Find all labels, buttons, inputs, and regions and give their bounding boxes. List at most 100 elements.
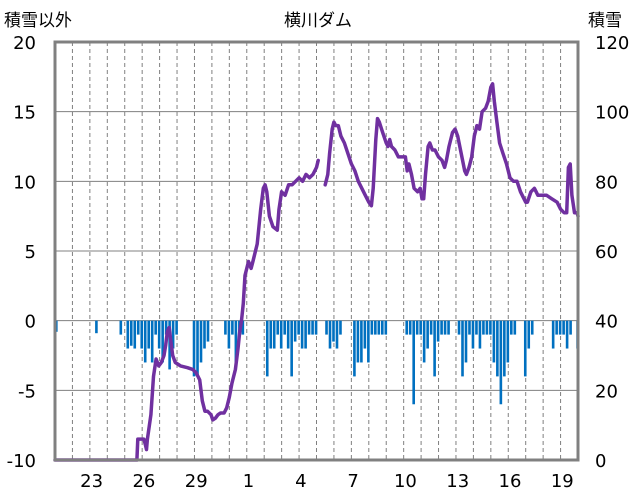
bar [276, 320, 280, 335]
right-tick-label: 60 [595, 242, 618, 263]
left-tick-label: -5 [18, 381, 36, 402]
bar [408, 320, 412, 335]
bar [558, 320, 562, 335]
bar [381, 320, 384, 335]
bar [234, 320, 238, 363]
bar [143, 320, 147, 363]
bar [203, 320, 206, 349]
bar [136, 320, 140, 335]
bar [433, 320, 436, 377]
bar [405, 320, 409, 335]
x-tick-label: 29 [185, 471, 208, 492]
bar [175, 320, 178, 335]
bar [551, 320, 555, 349]
bar [447, 320, 450, 335]
bar [482, 320, 485, 335]
bar [206, 320, 210, 342]
bar [569, 320, 572, 335]
bar [367, 320, 370, 363]
bar [478, 320, 482, 349]
bar [475, 320, 478, 335]
bar [335, 320, 339, 349]
x-tick-label: 4 [295, 471, 306, 492]
bar [290, 320, 293, 377]
bar [269, 320, 273, 349]
bar [496, 320, 499, 377]
bar [513, 320, 517, 335]
bar [527, 320, 531, 349]
bar [415, 320, 419, 335]
bar [377, 320, 381, 335]
bar [283, 320, 286, 335]
bar [562, 320, 565, 335]
plot-frame [53, 40, 580, 462]
bar [485, 320, 489, 335]
bar [133, 320, 137, 349]
bar [314, 320, 318, 335]
right-axis-label: 積雪 [588, 11, 622, 31]
bar [196, 320, 199, 377]
bar [311, 320, 314, 335]
right-tick-label: 0 [595, 451, 606, 472]
bar [499, 320, 503, 405]
bar [297, 320, 300, 335]
bar [231, 320, 234, 335]
bar [419, 320, 422, 335]
left-tick-label: 10 [13, 172, 36, 193]
bar [126, 320, 130, 349]
bar [412, 320, 415, 405]
bar [426, 320, 429, 349]
bar [157, 320, 161, 349]
left-tick-label: 15 [13, 103, 36, 124]
bar [192, 320, 196, 377]
bar [457, 320, 461, 335]
series-line [53, 158, 320, 462]
bar [440, 320, 443, 335]
x-tick-label: 1 [243, 471, 254, 492]
bar [171, 320, 175, 349]
right-tick-label: 40 [595, 312, 618, 333]
bar [510, 320, 513, 335]
bar [429, 320, 433, 335]
bar [555, 320, 558, 335]
bar [300, 320, 304, 349]
bar [154, 320, 157, 335]
bar [503, 320, 506, 377]
x-tick-label: 10 [394, 471, 417, 492]
bar [356, 320, 360, 363]
bar [565, 320, 569, 349]
chart-title: 横川ダム [284, 11, 352, 31]
bar [147, 320, 151, 349]
bar [332, 320, 335, 342]
x-tick-label: 26 [132, 471, 155, 492]
bar [363, 320, 367, 349]
bar [530, 320, 534, 335]
bar [436, 320, 440, 342]
bar [119, 320, 123, 335]
bar [286, 320, 290, 349]
bar [265, 320, 269, 377]
right-tick-label: 20 [595, 381, 618, 402]
series-line [323, 82, 580, 218]
bar [161, 320, 164, 363]
bar [304, 320, 307, 349]
left-tick-label: -10 [7, 451, 36, 472]
x-tick-label: 19 [551, 471, 574, 492]
right-tick-label: 120 [595, 33, 629, 54]
bar [150, 320, 154, 363]
bar [164, 320, 168, 335]
bar [328, 320, 332, 349]
x-tick-label: 23 [80, 471, 103, 492]
x-tick-label: 13 [446, 471, 469, 492]
bar [227, 320, 231, 349]
bar [140, 320, 144, 349]
left-axis-label: 積雪以外 [4, 11, 72, 31]
x-tick-label: 16 [499, 471, 522, 492]
right-tick-label: 80 [595, 172, 618, 193]
bar [374, 320, 377, 335]
bar [471, 320, 475, 349]
bar [360, 320, 363, 363]
bar [307, 320, 311, 335]
bar [492, 320, 496, 363]
